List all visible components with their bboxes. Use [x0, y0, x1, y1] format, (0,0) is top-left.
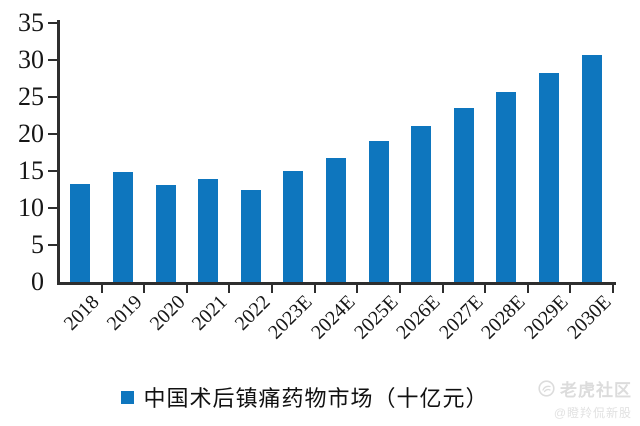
bar [240, 189, 261, 282]
x-axis-tick [100, 285, 103, 293]
y-axis-tick [48, 22, 57, 24]
bar [155, 185, 176, 282]
x-axis-tick [484, 285, 487, 293]
watermark: 老虎社区 @瞪羚侃新股 [538, 376, 632, 421]
x-axis-tick [398, 285, 401, 293]
y-axis-tick-label: 35 [18, 8, 44, 37]
y-axis-tick [48, 59, 57, 61]
x-axis-tick [441, 285, 444, 293]
bar [368, 141, 389, 282]
x-axis-line [57, 282, 616, 285]
watermark-brand: 老虎社区 [560, 381, 632, 400]
legend-label: 中国术后镇痛药物市场（十亿元） [143, 386, 489, 411]
y-axis-tick [48, 170, 57, 172]
x-axis-tick [228, 285, 231, 293]
y-axis-tick-label: 0 [31, 267, 44, 296]
x-axis-tick [526, 285, 529, 293]
y-axis-tick-label: 5 [31, 230, 44, 259]
y-axis-tick-label: 30 [18, 45, 44, 74]
bar [326, 157, 346, 282]
bar [496, 91, 517, 282]
y-axis-tick [48, 96, 57, 98]
bar [539, 72, 560, 282]
x-axis-tick [356, 285, 359, 293]
y-axis-tick-label: 10 [18, 193, 44, 222]
bar [411, 125, 432, 282]
y-axis-tick [48, 207, 57, 209]
bar [198, 179, 219, 282]
tiger-logo-icon [538, 380, 555, 397]
y-axis-tick-label: 15 [18, 156, 44, 185]
x-axis-tick [612, 285, 614, 293]
bar [283, 171, 304, 282]
bar [70, 184, 91, 282]
y-axis-tick [48, 244, 57, 246]
watermark-handle: @瞪羚侃新股 [553, 406, 632, 420]
x-axis-tick [313, 285, 316, 293]
x-axis-tick [143, 285, 146, 293]
y-axis-tick [48, 133, 57, 135]
bar [453, 108, 474, 282]
y-axis-tick-label: 25 [18, 82, 44, 111]
legend: 中国术后镇痛药物市场（十亿元） [0, 381, 610, 413]
x-axis-tick [185, 285, 188, 293]
legend-marker-square [121, 390, 135, 404]
bar [581, 54, 602, 282]
y-axis-tick-label: 20 [18, 119, 44, 148]
x-axis-tick [569, 285, 572, 293]
y-axis-line [57, 20, 60, 285]
bar [112, 172, 133, 282]
x-axis-tick [271, 285, 274, 293]
